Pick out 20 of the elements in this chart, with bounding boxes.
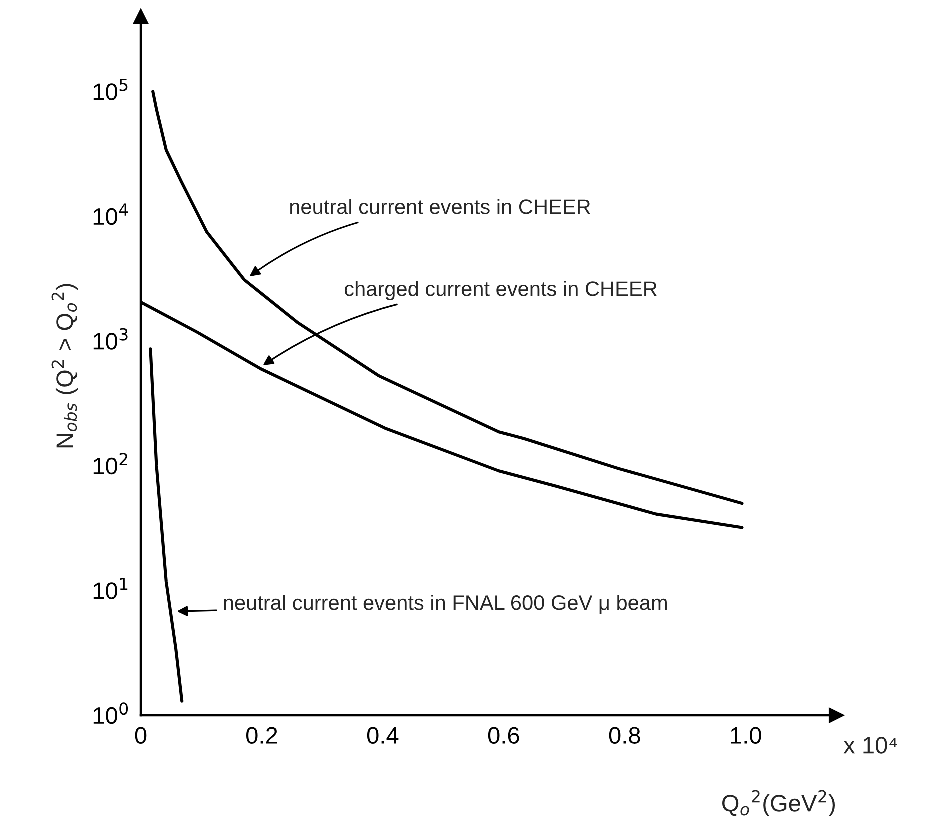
x-tick-label: 0.6 (488, 727, 520, 744)
y-tick-label: 10$^{0}$ (94, 702, 128, 724)
x-axis-title: Q$_{o}$$^{2}$(GeV$^{2}$) (722, 790, 836, 816)
y-tick-label: 10$^{2}$ (94, 453, 128, 475)
y-axis-title: N$_{obs}$ (Q$^{2}$ > Q$_{o}$$^{2}$) (52, 284, 78, 448)
annotation: neutral current events in CHEER (290, 199, 590, 214)
y-tick-label: 10$^{3}$ (94, 328, 128, 350)
x-tick-label: 0 (135, 727, 147, 744)
line-series (152, 90, 744, 506)
y-tick-label: 10$^{1}$ (94, 578, 128, 600)
text: x 10⁴ (844, 737, 898, 754)
x-tick-label: 1.0 (731, 727, 762, 744)
annotation: neutral current events in FNAL 600 GeV μ beam (224, 595, 667, 614)
line-series (149, 348, 184, 703)
y-tick-label: 10$^{5}$ (94, 79, 128, 100)
x-tick-label: 0.2 (246, 727, 278, 744)
annotation: charged current events in CHEER (344, 281, 657, 300)
y-tick-label: 10$^{4}$ (94, 204, 128, 226)
x-tick-label: 0.8 (609, 727, 640, 744)
x-tick-label: 0.4 (367, 727, 399, 744)
